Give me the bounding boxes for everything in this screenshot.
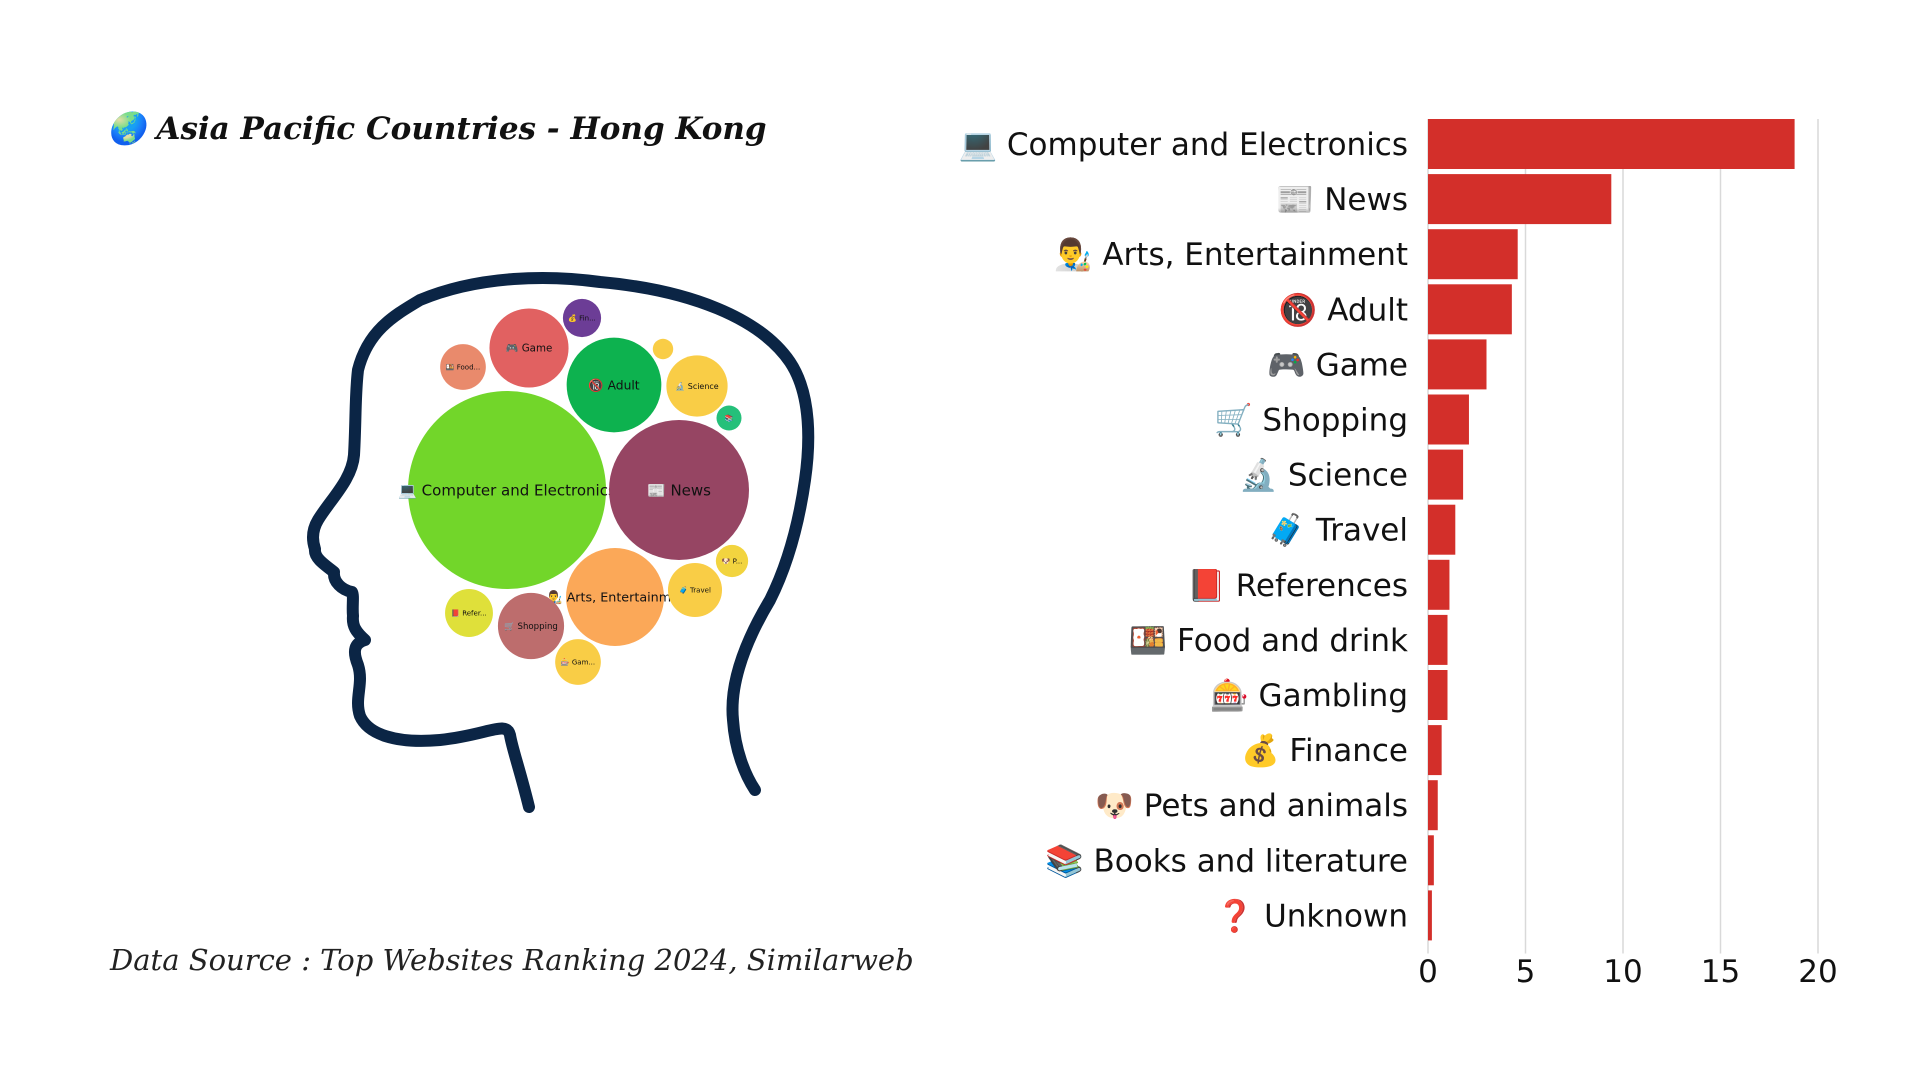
bubble-label: 💻 Computer and Electronics (398, 481, 616, 499)
bubble-game (489, 308, 569, 388)
category-label: ❓ Unknown (1216, 897, 1408, 934)
bubble-cluster: 💻 Computer and Electronics 📰 News 👨‍🎨 Arts… (398, 298, 750, 685)
bubble-label: 👨‍🎨 Arts, Entertainm... (547, 589, 684, 605)
category-label: 🛒 Shopping (1214, 402, 1408, 439)
bar-computer-and-electronics (1428, 119, 1795, 169)
category-label: 🎰 Gambling (1210, 677, 1408, 714)
chart-title: 🌏 Asia Pacific Countries - Hong Kong (107, 111, 767, 147)
bubble-label: 🍱 Food... (446, 363, 480, 371)
bar-food-and-drink (1428, 614, 1448, 665)
bubble-adult (566, 337, 662, 433)
bubble-science (666, 355, 728, 417)
x-tick-label: 10 (1603, 954, 1642, 990)
data-source-note: Data Source : Top Websites Ranking 2024,… (110, 943, 914, 977)
bubble-item (652, 338, 674, 360)
x-axis-ticks: 0 5 10 15 20 (1418, 954, 1838, 990)
bar-unknown (1428, 890, 1432, 941)
bubble-arts-entertainm (566, 548, 664, 646)
category-label: 🧳 Travel (1267, 512, 1408, 549)
bubble-label: 📕 Refer... (451, 608, 486, 617)
bar-gambling (1428, 670, 1448, 720)
x-tick-label: 5 (1516, 954, 1536, 990)
category-label: 🔞 Adult (1279, 291, 1408, 328)
category-label: 🔬 Science (1239, 456, 1408, 494)
bar-science (1428, 449, 1464, 500)
bar-references (1428, 559, 1450, 610)
bubble-label: 🎰 Gam... (561, 657, 595, 666)
bar-travel (1428, 504, 1456, 555)
bar-game (1428, 339, 1487, 390)
bubble-news (608, 419, 750, 561)
category-label: 💰 Finance (1241, 732, 1408, 769)
bubble-shopping (497, 592, 565, 660)
bubble-label: 🎮 Game (506, 343, 553, 355)
x-tick-label: 15 (1701, 954, 1740, 990)
bar-arts-entertainment (1428, 229, 1518, 280)
bubble-label: 🐶 P... (722, 557, 743, 565)
head-outline (307, 271, 815, 813)
bubble-label: 📚 (725, 413, 734, 422)
bar-series (1428, 119, 1795, 941)
bar-books-and-literature (1428, 835, 1434, 886)
category-label: 🐶 Pets and animals (1095, 788, 1408, 824)
bubble-item (716, 405, 742, 431)
category-label: 📰 News (1276, 182, 1408, 218)
category-label: 📕 References (1187, 568, 1408, 604)
head-silhouette (307, 271, 815, 813)
category-label: 💻 Computer and Electronics (958, 127, 1408, 163)
bubble-label: 📰 News (647, 481, 711, 499)
bar-shopping (1428, 394, 1469, 445)
category-labels: 💻 Computer and Electronics 📰 News 👨‍🎨 Arts… (958, 127, 1408, 934)
bar-adult (1428, 284, 1512, 335)
bubble-label: 🧳 Travel (679, 585, 711, 594)
bubble-p (715, 544, 749, 578)
bubble-label: 🔬 Science (675, 381, 718, 391)
bubble-label: 💰 Fin... (568, 313, 596, 322)
x-tick-label: 0 (1418, 954, 1438, 990)
category-label: 📚 Books and literature (1045, 843, 1408, 879)
bar-finance (1428, 725, 1442, 776)
category-label: 🎮 Game (1267, 347, 1408, 383)
bubble-label: 🛒 Shopping (504, 621, 558, 632)
bubble-food (440, 344, 486, 390)
bar-news (1428, 174, 1612, 225)
x-tick-label: 20 (1798, 954, 1837, 990)
category-label: 🍱 Food and drink (1129, 623, 1409, 659)
bar-pets-and-animals (1428, 780, 1438, 831)
bubble-fin (562, 298, 602, 338)
bubble-gam (555, 639, 601, 685)
category-label: 👨‍🎨 Arts, Entertainment (1054, 236, 1408, 273)
bubble-refer (445, 589, 493, 637)
bubble-label: 🔞 Adult (588, 377, 639, 392)
bubble-computer-and-electronics (408, 391, 606, 589)
bubble-travel (667, 562, 723, 618)
